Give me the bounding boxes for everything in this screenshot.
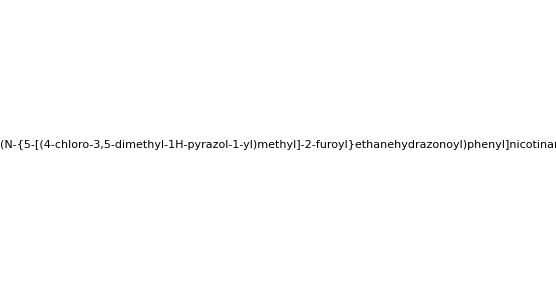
Text: N-[4-(N-{5-[(4-chloro-3,5-dimethyl-1H-pyrazol-1-yl)methyl]-2-furoyl}ethanehydraz: N-[4-(N-{5-[(4-chloro-3,5-dimethyl-1H-py… bbox=[0, 140, 556, 149]
